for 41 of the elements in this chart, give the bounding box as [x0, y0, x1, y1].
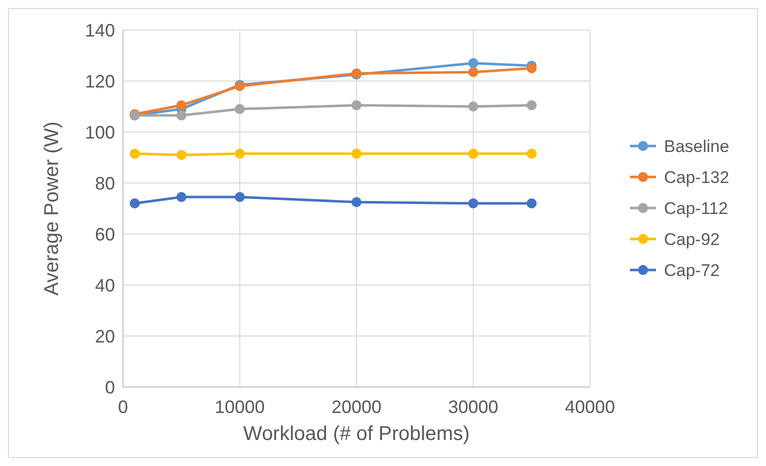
point: [468, 58, 478, 68]
point: [176, 110, 186, 120]
y-tick-label: 100: [84, 122, 115, 142]
x-tick-label: 0: [118, 397, 128, 417]
legend-label: Cap-112: [664, 198, 728, 218]
y-tick-label: 20: [94, 326, 115, 346]
legend-label: Cap-92: [664, 230, 720, 249]
x-tick-label: 20000: [331, 397, 382, 417]
legend-label: Cap-72: [664, 260, 720, 280]
point: [526, 148, 537, 159]
y-tick-label: 40: [94, 275, 115, 296]
point: [352, 197, 362, 208]
y-tick-label: 140: [84, 20, 115, 40]
point: [352, 100, 362, 110]
y-tick-label: 120: [84, 71, 115, 92]
point: [468, 198, 478, 208]
point: [176, 100, 186, 110]
point: [234, 148, 245, 159]
y-tick-label: 0: [104, 377, 115, 398]
point: [468, 102, 478, 112]
point: [526, 198, 537, 208]
legend-label: Baseline: [664, 136, 730, 156]
point: [526, 63, 537, 74]
legend-label: Cap-132: [664, 168, 730, 187]
point: [130, 148, 140, 159]
point: [234, 192, 245, 202]
point: [468, 148, 478, 159]
point: [526, 100, 537, 110]
x-tick-label: 10000: [214, 397, 265, 417]
x-tick-label: 30000: [448, 397, 498, 417]
point: [234, 104, 245, 114]
x-tick-label: 40000: [564, 397, 616, 417]
x-axis-title: Workload (# of Problems): [243, 423, 470, 445]
point: [176, 192, 186, 202]
y-axis-title: Average Power (W): [41, 121, 63, 296]
point: [352, 148, 362, 159]
y-tick-label: 60: [94, 224, 115, 244]
point: [468, 67, 478, 78]
point: [176, 150, 186, 160]
point: [130, 198, 140, 208]
y-tick-label: 80: [94, 173, 115, 194]
